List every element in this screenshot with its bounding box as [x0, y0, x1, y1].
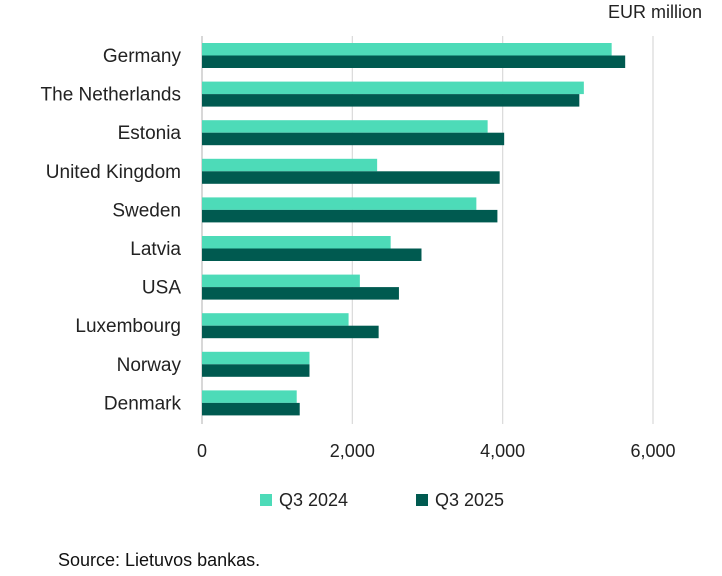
category-label: The Netherlands	[41, 85, 181, 106]
bar-united-kingdom-series-0	[202, 158, 378, 172]
category-label: United Kingdom	[46, 162, 181, 183]
bar-chart: Germany The Netherlands Estonia United King…	[41, 36, 676, 510]
category-label: Norway	[117, 355, 182, 376]
bar-luxembourg-series-1	[202, 325, 379, 339]
bar-usa-series-1	[202, 287, 399, 300]
bar-latvia-series-0	[202, 236, 391, 249]
x-tick-label: 4,000	[480, 441, 525, 461]
bar-germany-series-1	[202, 55, 626, 68]
bar-sweden-series-1	[202, 209, 498, 223]
legend-label-0: Q3 2024	[279, 490, 348, 510]
category-label: Estonia	[118, 123, 182, 144]
legend: Q3 2024 Q3 2025	[260, 490, 504, 510]
bar-the-netherlands-series-0	[202, 81, 584, 95]
bar-the-netherlands-series-1	[202, 94, 580, 107]
category-label: Denmark	[104, 393, 182, 414]
bar-sweden-series-0	[202, 197, 477, 210]
bar-norway-series-1	[202, 364, 310, 377]
source-note: Source: Lietuvos bankas.	[58, 550, 261, 570]
x-tick-label: 0	[197, 441, 207, 461]
bars	[202, 43, 626, 416]
category-label: USA	[142, 278, 181, 299]
legend-label-1: Q3 2025	[435, 490, 504, 510]
bar-estonia-series-0	[202, 120, 488, 133]
category-label: Latvia	[130, 239, 181, 260]
tick-labels: 0 2,000 4,000 6,000	[197, 441, 676, 461]
bar-usa-series-0	[202, 274, 360, 288]
bar-norway-series-0	[202, 351, 310, 365]
category-label: Sweden	[112, 200, 181, 221]
bar-denmark-series-1	[202, 402, 300, 416]
bar-denmark-series-0	[202, 390, 297, 403]
legend-swatch-0	[260, 494, 272, 506]
bar-latvia-series-1	[202, 248, 422, 261]
legend-swatch-1	[416, 494, 428, 506]
bar-estonia-series-1	[202, 132, 505, 146]
category-labels: Germany The Netherlands Estonia United King…	[41, 46, 182, 414]
unit-label: EUR million	[607, 2, 702, 22]
bar-germany-series-0	[202, 43, 612, 56]
x-tick-label: 2,000	[330, 441, 375, 461]
category-label: Germany	[103, 46, 182, 67]
bar-luxembourg-series-0	[202, 313, 349, 326]
bar-united-kingdom-series-1	[202, 171, 500, 184]
category-label: Luxembourg	[75, 316, 181, 337]
x-tick-label: 6,000	[630, 441, 675, 461]
